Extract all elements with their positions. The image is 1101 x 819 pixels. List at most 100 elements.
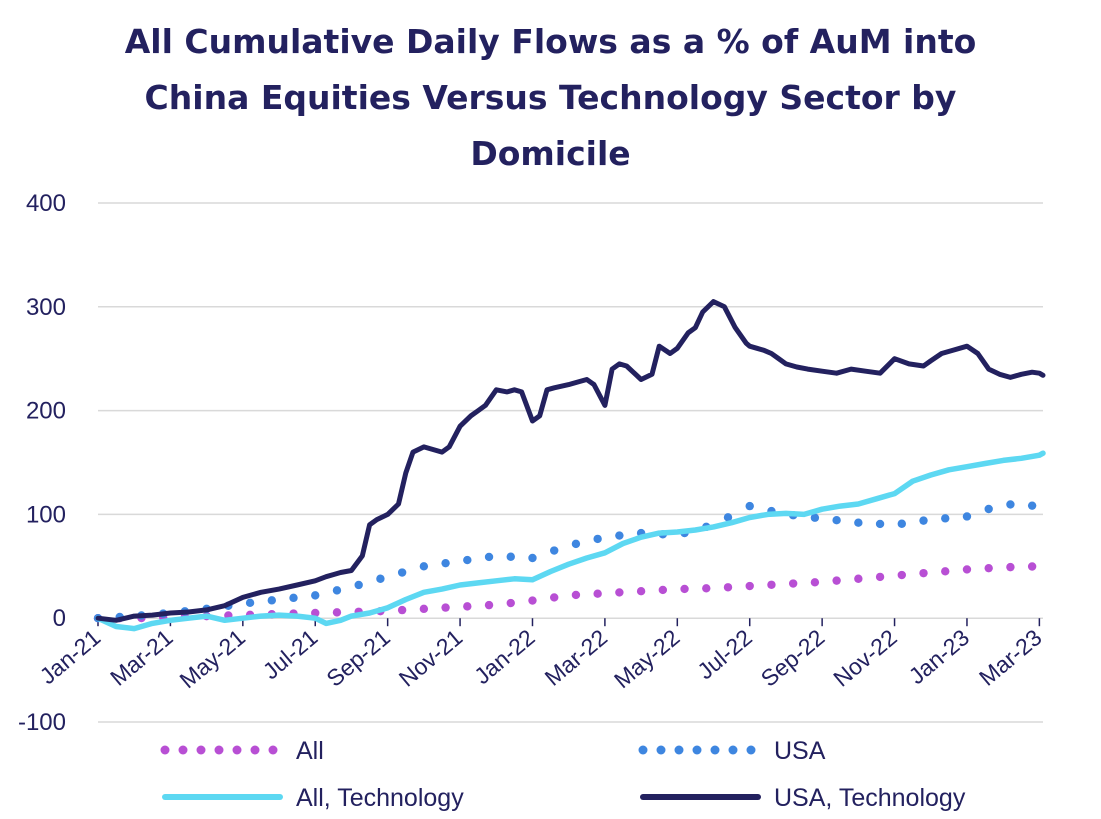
series-all-point bbox=[680, 584, 689, 594]
series-usa-point bbox=[311, 591, 320, 600]
legend-label-usa: USA bbox=[774, 737, 826, 765]
series-usa-point bbox=[528, 553, 537, 563]
x-tick-label: Jan-23 bbox=[904, 624, 975, 689]
series-usa-technology-line bbox=[95, 299, 1046, 623]
series-usa-point bbox=[984, 504, 993, 514]
series-all-point bbox=[897, 570, 906, 580]
legend-swatch-usa bbox=[656, 745, 666, 755]
legend-swatch-all bbox=[214, 745, 224, 755]
legend-swatch-usa bbox=[728, 745, 738, 755]
y-tick-label: 400 bbox=[26, 190, 66, 217]
series-all-technology-line bbox=[95, 450, 1046, 632]
series-usa-point bbox=[245, 598, 255, 608]
series-usa-point bbox=[593, 534, 602, 544]
series-all-point bbox=[441, 603, 450, 612]
series-usa-point bbox=[962, 512, 972, 521]
series-all-point bbox=[528, 596, 537, 605]
series-usa-point bbox=[745, 501, 754, 511]
series-usa-point bbox=[810, 513, 820, 522]
series-usa-point bbox=[484, 552, 494, 562]
chart-title-line-3: Domicile bbox=[470, 134, 631, 173]
legend: All USA All, Technology USA, Technology bbox=[160, 737, 966, 812]
series-usa-point bbox=[941, 514, 950, 523]
series-usa-point bbox=[332, 586, 342, 595]
y-tick-label: 0 bbox=[53, 605, 66, 632]
series-all-point bbox=[832, 576, 841, 585]
chart-title-line-2: China Equities Versus Technology Sector … bbox=[144, 78, 957, 117]
legend-swatch-usa bbox=[710, 745, 720, 755]
series-all-point bbox=[1006, 562, 1015, 572]
y-tick-label: 100 bbox=[26, 501, 66, 528]
x-tick-label: Jan-21 bbox=[35, 624, 106, 689]
series-all-point bbox=[636, 587, 646, 596]
x-tick-label: Jan-22 bbox=[469, 624, 540, 689]
series-all-point bbox=[854, 574, 863, 583]
legend-label-usa-technology: USA, Technology bbox=[774, 784, 966, 812]
legend-swatch-all bbox=[160, 745, 170, 755]
legend-swatch-all bbox=[268, 745, 278, 755]
y-tick-label: 300 bbox=[26, 294, 66, 321]
series-usa-point bbox=[376, 574, 385, 583]
x-tick-label: Nov-22 bbox=[828, 624, 902, 692]
legend-swatch-all bbox=[178, 745, 188, 755]
series-usa-point bbox=[463, 555, 472, 565]
series-all-point bbox=[397, 605, 407, 615]
series-all-point bbox=[723, 583, 733, 592]
series-usa-point bbox=[354, 580, 363, 590]
chart-title-line-1: All Cumulative Daily Flows as a % of AuM… bbox=[124, 22, 977, 61]
series-all-point bbox=[615, 588, 624, 597]
series-usa-point bbox=[550, 546, 559, 555]
series-all-point bbox=[311, 608, 320, 618]
series-usa-point bbox=[267, 596, 276, 605]
x-tick-label: Jul-21 bbox=[258, 624, 323, 684]
series-all-point bbox=[593, 589, 602, 598]
x-tick-label: Mar-22 bbox=[540, 624, 613, 691]
legend-swatch-all bbox=[196, 745, 206, 755]
legend-item-all: All bbox=[160, 737, 324, 765]
series-all bbox=[93, 562, 1037, 623]
legend-item-usa: USA bbox=[638, 737, 826, 765]
series-all-point bbox=[767, 580, 776, 589]
series-all-point bbox=[506, 598, 515, 608]
series-usa-point bbox=[875, 519, 885, 529]
x-tick-label: May-22 bbox=[609, 624, 684, 693]
x-tick-label: Nov-21 bbox=[394, 624, 468, 692]
legend-label-all: All bbox=[296, 737, 324, 765]
series-all-point bbox=[550, 593, 559, 602]
series-usa-point bbox=[723, 513, 733, 522]
legend-item-usa-technology: USA, Technology bbox=[640, 784, 966, 812]
legend-swatch-usa bbox=[638, 745, 648, 755]
x-tick-label: May-21 bbox=[175, 624, 250, 693]
series-all-point bbox=[875, 572, 885, 582]
y-tick-label: 200 bbox=[26, 398, 66, 425]
series-usa-point bbox=[397, 568, 407, 577]
chart-title: All Cumulative Daily Flows as a % of AuM… bbox=[0, 14, 1101, 182]
legend-swatch-all bbox=[250, 745, 260, 755]
series-usa-point bbox=[419, 562, 429, 571]
series-usa-point bbox=[854, 518, 863, 527]
series-all-point bbox=[332, 608, 342, 617]
legend-swatch-all bbox=[232, 745, 242, 755]
series-lines bbox=[93, 299, 1046, 632]
x-tick-label: Sep-21 bbox=[321, 624, 395, 692]
x-tick-label: Mar-21 bbox=[105, 624, 178, 691]
legend-label-all-technology: All, Technology bbox=[296, 784, 464, 812]
series-usa-point bbox=[919, 516, 928, 525]
series-all-point bbox=[484, 600, 494, 610]
series-all-point bbox=[919, 568, 928, 578]
series-usa-point bbox=[289, 593, 298, 603]
series-all-point bbox=[745, 581, 754, 591]
series-all-point bbox=[702, 584, 711, 593]
series-all-point bbox=[658, 585, 668, 595]
series-all-point bbox=[571, 590, 581, 600]
x-tick-label: Mar-23 bbox=[974, 624, 1047, 691]
series-usa-point bbox=[571, 539, 581, 549]
y-axis-ticks: -100 0 100 200 300 400 bbox=[18, 190, 66, 736]
x-tick-label: Sep-22 bbox=[756, 624, 830, 692]
legend-swatch-usa bbox=[746, 745, 756, 755]
legend-item-all-technology: All, Technology bbox=[162, 784, 464, 812]
legend-swatch-usa bbox=[692, 745, 702, 755]
series-all-point bbox=[810, 578, 820, 587]
